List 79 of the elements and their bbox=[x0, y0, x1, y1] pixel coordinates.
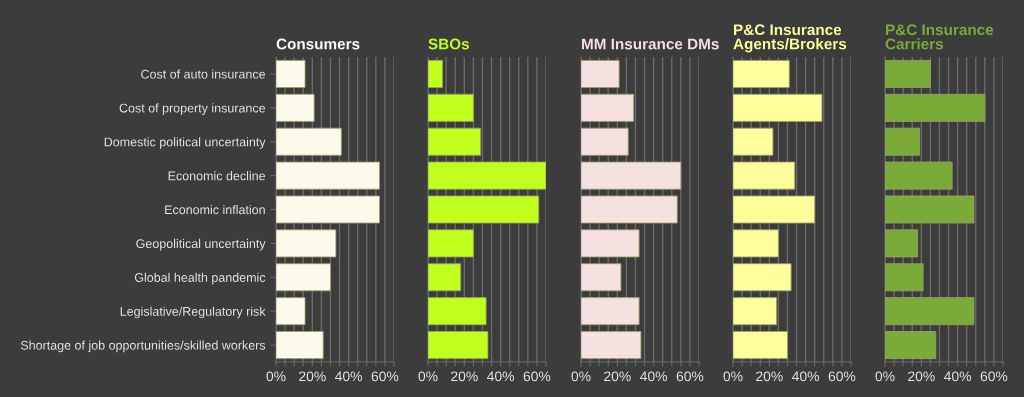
bar bbox=[276, 59, 306, 88]
x-tick-label: 60% bbox=[371, 371, 399, 382]
bar bbox=[581, 161, 682, 190]
bar bbox=[885, 161, 953, 190]
bar bbox=[733, 195, 816, 224]
chart-title: MM Insurance DMs bbox=[582, 38, 719, 50]
bar bbox=[885, 229, 919, 258]
y-tick-label: Global health pandemic bbox=[134, 272, 266, 285]
bar bbox=[581, 93, 635, 122]
bar bbox=[733, 297, 777, 326]
bar bbox=[581, 195, 678, 224]
x-tick-label: 20% bbox=[451, 371, 478, 382]
bar bbox=[885, 331, 937, 360]
bar bbox=[885, 93, 986, 122]
x-tick-label: 40% bbox=[487, 371, 515, 382]
bar bbox=[885, 59, 931, 88]
y-tick-label: Economic decline bbox=[168, 171, 266, 181]
bar bbox=[428, 229, 474, 258]
bar bbox=[428, 59, 443, 88]
bar bbox=[581, 263, 622, 292]
x-tick-label: 20% bbox=[299, 371, 326, 382]
x-tick-label: 60% bbox=[523, 371, 551, 382]
bar bbox=[276, 161, 380, 190]
y-tick-label: Economic inflation bbox=[165, 204, 265, 215]
bar bbox=[733, 93, 823, 122]
y-tick-label: Cost of property insurance bbox=[119, 103, 266, 115]
bar bbox=[276, 297, 306, 326]
x-tick-label: 40% bbox=[335, 371, 363, 382]
bar bbox=[885, 297, 975, 326]
bar bbox=[733, 331, 788, 360]
bar bbox=[581, 59, 620, 88]
x-tick-label: 40% bbox=[944, 371, 972, 382]
chart-title: P&C Insurance Carriers bbox=[885, 24, 994, 50]
bar bbox=[276, 263, 331, 292]
x-tick-label: 0% bbox=[266, 371, 286, 382]
bar bbox=[428, 161, 546, 190]
bar bbox=[428, 263, 462, 292]
bar bbox=[276, 127, 342, 156]
chart-title: Consumers bbox=[276, 38, 360, 50]
bar bbox=[276, 229, 337, 258]
x-tick-label: 40% bbox=[640, 371, 668, 382]
bar bbox=[733, 263, 792, 292]
x-tick-label: 20% bbox=[908, 371, 935, 382]
bar bbox=[733, 59, 790, 88]
bar bbox=[733, 229, 779, 258]
y-tick-label: Geopolitical uncertainty bbox=[136, 238, 266, 251]
bar bbox=[581, 297, 640, 326]
x-tick-label: 20% bbox=[604, 371, 631, 382]
bar bbox=[276, 195, 380, 224]
bar bbox=[581, 229, 640, 258]
x-tick-label: 60% bbox=[980, 371, 1008, 382]
y-tick-label: Shortage of job opportunities/skilled workers bbox=[20, 340, 266, 353]
x-tick-label: 0% bbox=[723, 371, 743, 382]
bar bbox=[428, 195, 540, 224]
bar bbox=[428, 297, 487, 326]
bar bbox=[885, 195, 975, 224]
x-tick-label: 0% bbox=[418, 371, 438, 382]
x-tick-label: 0% bbox=[571, 371, 591, 382]
chart-title: SBOs bbox=[428, 38, 469, 50]
bar bbox=[885, 263, 924, 292]
x-tick-label: 40% bbox=[792, 371, 820, 382]
y-tick-label: Cost of auto insurance bbox=[141, 69, 266, 79]
bar bbox=[428, 331, 489, 360]
bar bbox=[276, 93, 315, 122]
bar bbox=[428, 127, 482, 156]
bar bbox=[581, 331, 642, 360]
x-tick-label: 20% bbox=[756, 371, 783, 382]
bar bbox=[581, 127, 629, 156]
bar bbox=[733, 127, 774, 156]
bar bbox=[276, 331, 324, 360]
bar bbox=[733, 161, 796, 190]
x-tick-label: 60% bbox=[828, 371, 856, 382]
y-tick-label: Domestic political uncertainty bbox=[104, 137, 266, 149]
x-tick-label: 0% bbox=[875, 371, 895, 382]
x-tick-label: 60% bbox=[676, 371, 704, 382]
bar bbox=[885, 127, 920, 156]
y-tick-label: Legislative/Regulatory risk bbox=[120, 306, 266, 319]
bar bbox=[428, 93, 474, 122]
chart-title: P&C Insurance Agents/Brokers bbox=[733, 24, 847, 53]
